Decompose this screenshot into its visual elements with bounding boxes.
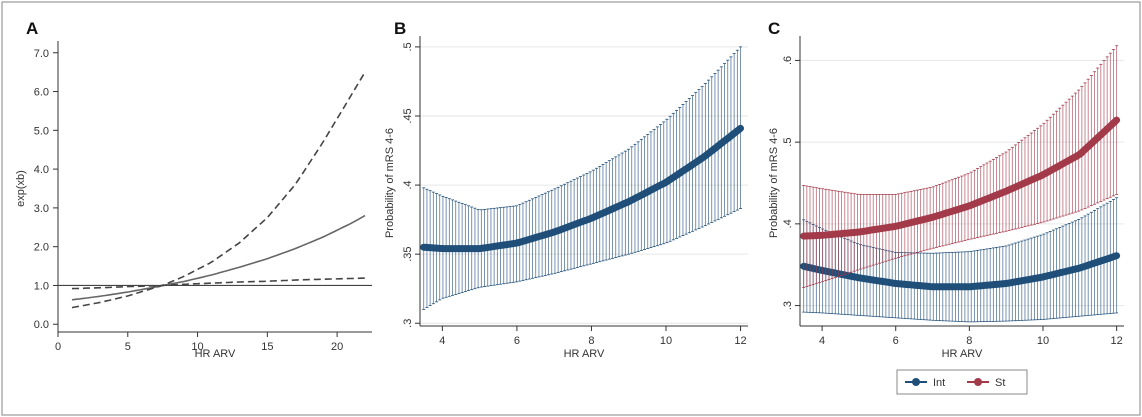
y-tick-label-2: .5 <box>782 138 794 147</box>
legend: Int St <box>896 369 1028 395</box>
y-tick-label-0: .3 <box>402 319 414 328</box>
legend-label-st: St <box>995 377 1005 389</box>
line-series-2 <box>71 277 366 290</box>
x-tick-label-2: 8 <box>966 335 972 347</box>
chart-panel-c: C 4 6 8 10 12 .3 .4 .5 .6 HR ARV Probability of mRS… <box>768 19 1124 395</box>
panel-label-b: B <box>394 19 406 38</box>
x-tick-label-3: 15 <box>261 341 273 353</box>
x-tick-label-2: 8 <box>588 335 594 347</box>
x-tick-label-4: 12 <box>734 335 746 347</box>
panel-label-a: A <box>26 19 38 38</box>
x-axis-title: HR ARV <box>564 348 605 360</box>
y-tick-label-2: .4 <box>402 180 414 189</box>
chart-panel-a: A 0 5 10 15 20 0.0 1.0 2.0 3.0 4.0 5.0 6.0 7.0 HR ARV e… <box>15 19 372 360</box>
x-tick-label-0: 0 <box>55 341 61 353</box>
y-axis-title: Probability of mRS 4-6 <box>768 128 780 238</box>
line-series-0 <box>71 214 366 301</box>
y-tick-label-3: .45 <box>402 108 414 123</box>
x-tick-label-1: 6 <box>514 335 520 347</box>
y-tick-label-5: 5.0 <box>34 125 49 137</box>
y-tick-label-0: 0.0 <box>34 319 49 331</box>
y-tick-label-1: 1.0 <box>34 280 49 292</box>
x-tick-label-1: 5 <box>125 341 131 353</box>
x-tick-label-3: 10 <box>1037 335 1049 347</box>
line-series-1 <box>71 71 366 309</box>
x-tick-label-0: 4 <box>439 335 445 347</box>
y-axis-title: exp(xb) <box>15 170 27 207</box>
x-axis-title: HR ARV <box>942 348 983 360</box>
estimate-line-st <box>800 116 1121 240</box>
x-tick-label-4: 12 <box>1111 335 1123 347</box>
x-axis-title: HR ARV <box>195 348 236 360</box>
legend-marker-st <box>974 378 982 386</box>
x-tick-label-4: 20 <box>331 341 343 353</box>
y-axis-title: Probability of mRS 4-6 <box>384 128 396 238</box>
estimate-line-series-0 <box>420 124 744 253</box>
y-tick-label-7: 7.0 <box>34 48 49 60</box>
y-tick-label-0: .3 <box>782 301 794 310</box>
y-tick-label-3: .6 <box>782 56 794 65</box>
y-tick-label-4: .5 <box>402 42 414 51</box>
x-tick-label-0: 4 <box>819 335 825 347</box>
y-tick-label-2: 2.0 <box>34 242 49 254</box>
legend-marker-int <box>912 378 920 386</box>
y-tick-label-4: 4.0 <box>34 164 49 176</box>
x-tick-label-1: 6 <box>893 335 899 347</box>
y-tick-label-6: 6.0 <box>34 87 49 99</box>
y-tick-label-1: .4 <box>782 219 794 228</box>
panel-label-c: C <box>768 19 780 38</box>
estimate-line-int <box>800 252 1121 291</box>
y-tick-label-1: .35 <box>402 247 414 262</box>
legend-label-int: Int <box>933 377 945 389</box>
x-tick-label-2: 10 <box>191 341 203 353</box>
x-tick-label-3: 10 <box>660 335 672 347</box>
y-tick-label-3: 3.0 <box>34 203 49 215</box>
chart-panel-b: B 4 6 8 10 12 .3 .35 .4 .45 .5 HR ARV Probability of… <box>384 19 748 360</box>
